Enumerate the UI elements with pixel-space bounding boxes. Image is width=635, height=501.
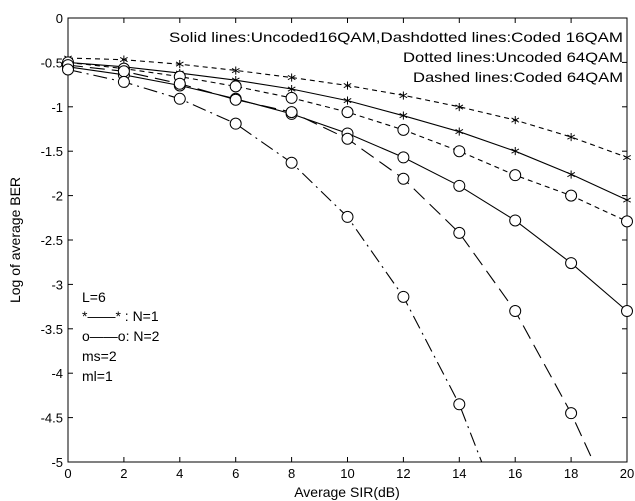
star-marker: * xyxy=(343,78,352,99)
y-tick-label: -4 xyxy=(51,366,63,381)
y-tick-label: 0 xyxy=(56,11,63,26)
circle-marker xyxy=(621,215,633,228)
x-tick-label: 20 xyxy=(620,466,634,481)
circle-marker xyxy=(509,305,522,318)
annotation-dotted-64qam: Dotted lines:Uncoded 64QAM xyxy=(403,49,623,65)
star-marker: * xyxy=(175,57,184,78)
circle-marker xyxy=(453,145,466,158)
circle-marker xyxy=(397,172,410,185)
x-tick-label: 0 xyxy=(64,466,71,481)
circle-marker xyxy=(621,305,633,318)
y-tick-label: -0.5 xyxy=(41,55,63,70)
y-axis-title: Log of average BER xyxy=(7,177,23,303)
circle-marker xyxy=(341,132,354,145)
circle-marker xyxy=(229,93,242,106)
x-tick-label: 8 xyxy=(288,466,295,481)
series-layer: ********************** xyxy=(62,51,633,463)
series-line xyxy=(67,61,628,222)
circle-marker xyxy=(117,75,130,88)
legend-l-value: L=6 xyxy=(82,289,106,305)
star-marker: * xyxy=(567,167,576,188)
circle-marker xyxy=(565,257,578,270)
x-tick-label: 4 xyxy=(176,466,183,481)
star-marker: * xyxy=(455,100,464,121)
star-marker: * xyxy=(343,94,352,115)
x-tick-label: 16 xyxy=(508,466,522,481)
legend-n2-entry: o——o: N=2 xyxy=(82,328,160,344)
circle-marker xyxy=(565,189,578,202)
x-tick-label: 14 xyxy=(452,466,466,481)
star-marker: * xyxy=(455,125,464,146)
circle-marker xyxy=(341,106,354,119)
circle-marker xyxy=(453,398,466,411)
x-tick-labels: 0 2 4 6 8 10 12 14 16 18 20 xyxy=(64,466,634,481)
circle-marker xyxy=(173,92,186,105)
circle-marker xyxy=(117,65,130,78)
circle-marker xyxy=(453,179,466,192)
legend-ml-value: ml=1 xyxy=(82,368,113,384)
y-tick-label: -1.5 xyxy=(41,144,63,159)
circle-marker xyxy=(397,123,410,136)
circle-marker xyxy=(285,156,298,169)
star-marker: * xyxy=(287,70,296,91)
annotation-dashed-64qam: Dashed lines:Coded 64QAM xyxy=(413,69,623,85)
y-tick-label: -1 xyxy=(51,100,63,115)
y-tick-label: -2.5 xyxy=(41,233,63,248)
series-line xyxy=(67,61,628,201)
series-5 xyxy=(62,63,483,463)
circle-marker xyxy=(229,117,242,130)
star-marker: * xyxy=(399,109,408,130)
y-tick-label: -3.5 xyxy=(41,322,63,337)
star-marker: * xyxy=(623,193,632,214)
circle-marker xyxy=(229,80,242,93)
circle-marker xyxy=(397,290,410,303)
circle-marker xyxy=(565,407,578,420)
x-tick-label: 10 xyxy=(340,466,354,481)
annotation-line-styles-16qam: Solid lines:Uncoded16QAM,Dashdotted line… xyxy=(169,29,623,45)
circle-marker xyxy=(509,169,522,182)
y-tick-label: -5 xyxy=(51,455,63,470)
star-marker: * xyxy=(567,130,576,151)
circle-marker xyxy=(173,77,186,90)
x-tick-label: 2 xyxy=(120,466,127,481)
series-line xyxy=(67,57,628,158)
axis-ticks xyxy=(67,17,628,463)
circle-marker xyxy=(509,214,522,227)
star-marker: * xyxy=(623,150,632,171)
circle-marker xyxy=(397,151,410,164)
circle-marker xyxy=(341,210,354,223)
circle-marker xyxy=(285,91,298,104)
y-tick-label: -4.5 xyxy=(41,411,63,426)
x-tick-label: 18 xyxy=(564,466,578,481)
star-marker: * xyxy=(399,88,408,109)
star-marker: * xyxy=(511,144,520,165)
legend-n1-entry: *——* : N=1 xyxy=(82,308,159,324)
legend-ms-value: ms=2 xyxy=(82,348,117,364)
star-marker: * xyxy=(231,63,240,84)
x-tick-label: 6 xyxy=(232,466,239,481)
circle-marker xyxy=(285,106,298,119)
circle-marker xyxy=(453,226,466,239)
circle-marker xyxy=(62,63,74,76)
x-axis-title: Average SIR(dB) xyxy=(294,484,400,500)
y-tick-label: -3 xyxy=(51,277,63,292)
x-tick-label: 12 xyxy=(396,466,410,481)
y-tick-label: -2 xyxy=(51,189,63,204)
star-marker: * xyxy=(511,113,520,134)
series-line xyxy=(67,68,483,463)
y-tick-labels: 0 -0.5 -1 -1.5 -2 -2.5 -3 -3.5 -4 -4.5 -5 xyxy=(41,11,63,470)
